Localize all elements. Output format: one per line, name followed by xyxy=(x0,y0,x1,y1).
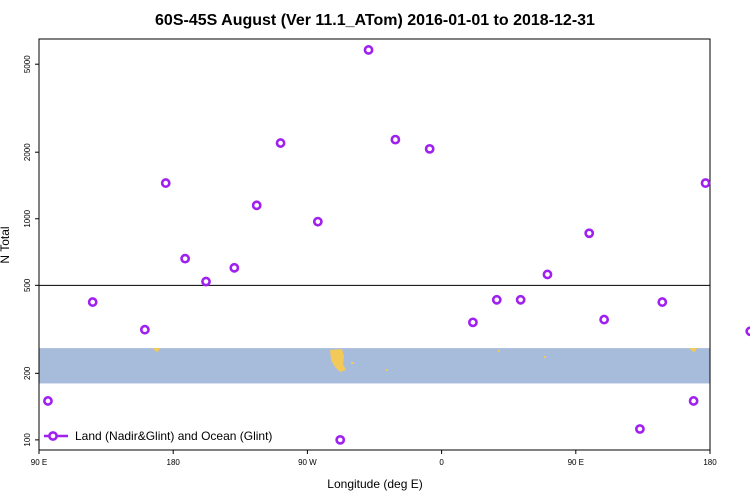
y-tick-label: 5000 xyxy=(23,55,32,73)
y-tick-label: 2000 xyxy=(23,143,32,161)
land-south-america xyxy=(330,349,346,372)
x-tick-label: 90 E xyxy=(31,458,47,467)
data-point xyxy=(745,326,750,337)
data-point xyxy=(599,314,610,325)
y-tick-label: 100 xyxy=(23,433,32,447)
data-point xyxy=(87,297,98,307)
data-point xyxy=(542,269,553,280)
legend-label: Land (Nadir&Glint) and Ocean (Glint) xyxy=(75,429,272,443)
data-point xyxy=(657,297,668,307)
data-point xyxy=(43,396,53,406)
data-point xyxy=(468,317,478,328)
data-point xyxy=(335,434,346,445)
y-tick-label: 1000 xyxy=(23,209,32,227)
data-point xyxy=(515,294,526,305)
data-point xyxy=(251,200,262,211)
chart-title: 60S-45S August (Ver 11.1_ATom) 2016-01-0… xyxy=(155,12,595,29)
land-fragment xyxy=(153,348,160,352)
data-point xyxy=(491,294,502,305)
land-fragment xyxy=(544,356,546,358)
y-tick-label: 500 xyxy=(23,278,32,292)
x-axis-label: Longitude (deg E) xyxy=(327,477,422,491)
data-point xyxy=(139,324,150,335)
land-fragment xyxy=(351,362,354,364)
x-tick-label: 90 E xyxy=(568,458,584,467)
land-fragment xyxy=(689,348,697,352)
plot-frame xyxy=(38,38,711,451)
data-point xyxy=(363,45,374,55)
x-tick-label: 180 xyxy=(703,458,717,467)
x-tick-label: 0 xyxy=(439,458,444,467)
data-point xyxy=(584,228,595,239)
y-tick-label: 200 xyxy=(23,366,32,380)
y-axis-label: N Total xyxy=(0,226,12,263)
data-point xyxy=(180,253,191,264)
plot-area: 90 E 180 90 W 0 90 E 180 100 200 500 1000 2000 5000… xyxy=(23,38,750,467)
land-fragment xyxy=(498,350,500,352)
x-tick-label: 90 W xyxy=(298,458,317,467)
data-point xyxy=(312,216,323,227)
data-point xyxy=(688,396,699,406)
data-point xyxy=(229,262,240,273)
legend-marker xyxy=(48,431,58,441)
data-point xyxy=(275,138,286,148)
data-point xyxy=(635,424,645,434)
data-point xyxy=(424,143,435,154)
data-point xyxy=(160,178,171,188)
latitude-band xyxy=(39,348,710,384)
x-tick-label: 180 xyxy=(167,458,181,467)
data-point xyxy=(390,134,401,145)
land-fragment xyxy=(386,369,388,371)
data-point xyxy=(700,178,711,188)
data-point xyxy=(201,276,211,287)
